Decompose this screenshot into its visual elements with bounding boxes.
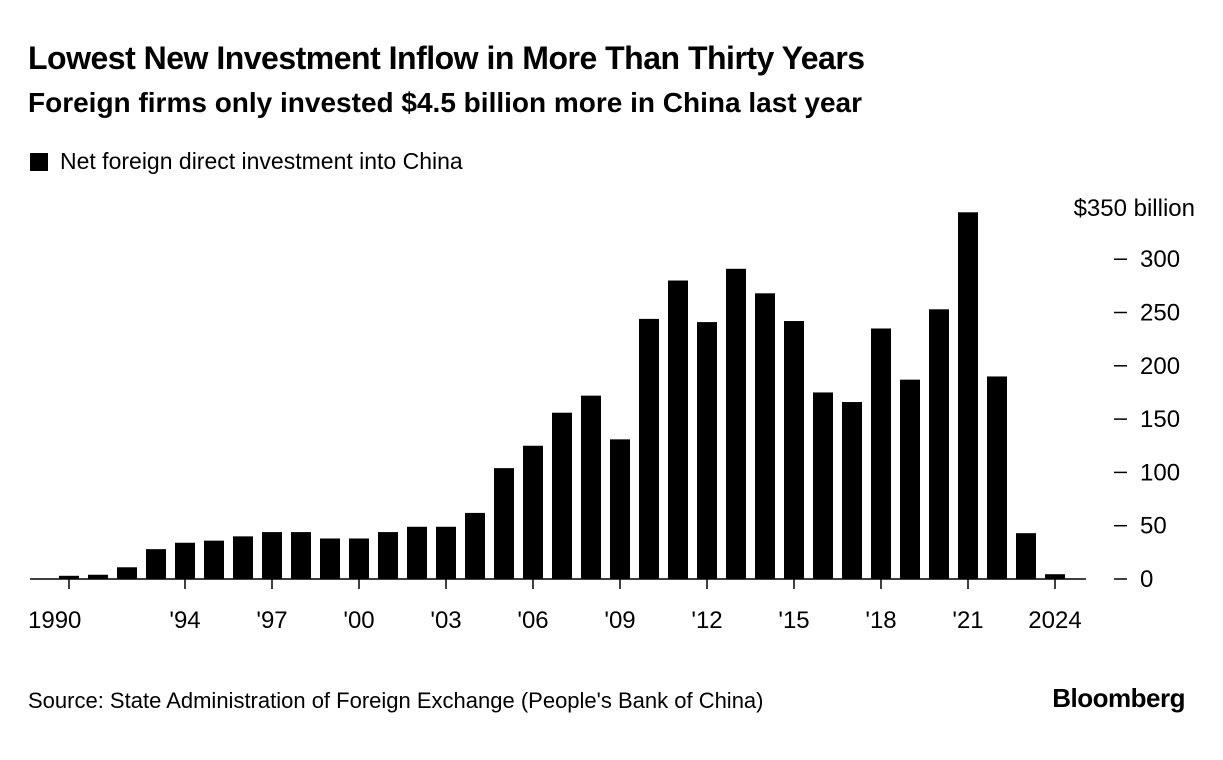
bar-chart: $350 billion 0 50 100 150 200 250 300 1990 '94 '… [28,195,1195,634]
x-tick-label: '15 [778,607,809,634]
y-tick-label: 300 [1140,246,1180,273]
legend-swatch [30,152,48,171]
y-tick-label: 50 [1140,513,1167,540]
x-tick-label: '09 [604,607,635,634]
bar-2012 [697,322,717,579]
bar-1990 [59,575,79,579]
bar-2006 [523,445,543,579]
y-axis-unit-label: $350 billion [1074,195,1195,222]
x-tick-label: '06 [517,607,548,634]
bar-2017 [842,402,862,579]
bar-2021 [958,212,978,579]
y-tick-label: 150 [1140,406,1180,433]
bar-2019 [900,379,920,579]
x-axis: 1990 '94 '97 '00 '03 '06 '09 '12 '15 '18 '21 2024 [28,579,1082,634]
x-tick-label: '97 [256,607,287,634]
bar-1994 [175,542,195,579]
chart-title: Lowest New Investment Inflow in More Tha… [28,40,865,76]
bar-2018 [871,328,891,579]
x-tick-label: '94 [169,607,200,634]
bar-2010 [639,318,659,579]
bar-2014 [755,293,775,579]
bar-1993 [146,549,166,579]
chart-subtitle: Foreign firms only invested $4.5 billion… [28,87,862,118]
bar-2013 [726,268,746,579]
legend-label: Net foreign direct investment into China [60,148,463,174]
bar-1997 [262,532,282,579]
bar-2004 [465,512,485,579]
y-axis: 0 50 100 150 200 250 300 [1114,246,1180,593]
x-tick-label: '03 [430,607,461,634]
bar-2009 [610,439,630,579]
y-tick-label: 200 [1140,353,1180,380]
bar-1995 [204,540,224,579]
bar-2020 [929,309,949,579]
bar-1992 [117,567,137,579]
x-tick-label: '12 [691,607,722,634]
bar-2015 [784,321,804,579]
bar-1996 [233,536,253,579]
bars-group [30,212,1086,580]
x-tick-label: '18 [865,607,896,634]
bar-2007 [552,412,572,579]
source-note: Source: State Administration of Foreign … [28,688,764,713]
bar-2005 [494,468,514,579]
bar-2001 [378,532,398,579]
x-tick-label: '00 [343,607,374,634]
x-tick-label: 1990 [28,607,81,634]
x-tick-label: '21 [952,607,983,634]
legend: Net foreign direct investment into China [30,148,463,175]
bar-2016 [813,392,833,579]
bar-2024 [1045,574,1065,579]
bar-2003 [436,526,456,579]
bar-1991 [88,574,108,579]
bar-2023 [1016,533,1036,579]
x-tick-label: 2024 [1028,607,1081,634]
bar-2022 [987,376,1007,579]
y-tick-label: 100 [1140,459,1180,486]
bloomberg-logo: Bloomberg [1052,683,1185,713]
y-tick-label: 0 [1140,566,1153,593]
bar-2000 [349,538,369,579]
bar-1998 [291,532,311,579]
bar-1999 [320,538,340,579]
bar-2002 [407,526,427,579]
bar-2008 [581,395,601,579]
bar-2011 [668,280,688,579]
y-tick-label: 250 [1140,300,1180,327]
